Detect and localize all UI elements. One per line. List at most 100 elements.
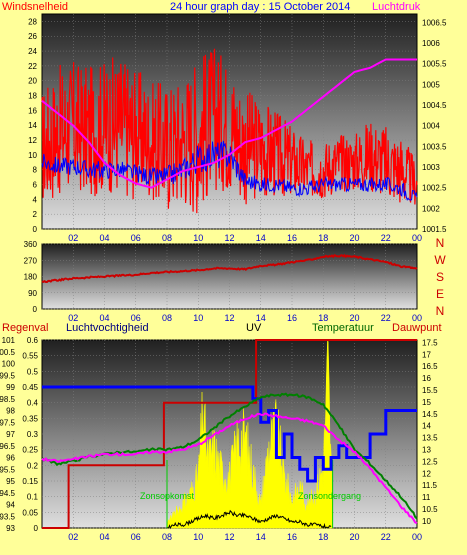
temperature-tick-label: 12 — [422, 469, 431, 478]
temperature-tick-label: 13.5 — [422, 434, 438, 443]
wind-pressure-panel: Windsnelheid 24 hour graph day : 15 Octo… — [2, 1, 447, 243]
x-tick-label: 08 — [162, 532, 172, 542]
x-tick-label: 18 — [318, 532, 328, 542]
humidity-tick-label: 93 — [6, 524, 15, 533]
x-tick-label: 00 — [412, 532, 422, 542]
temperature-axis: 10 10.5 11 11.5 12 12.5 13 13.5 14 14.5 15 15.5 16 16… — [422, 338, 438, 525]
rain-tick-label: 0.05 — [22, 508, 38, 517]
temperature-tick-label: 11 — [422, 493, 431, 502]
time-axis: 02 04 06 08 10 12 14 16 18 20 22 00 — [68, 233, 422, 243]
y-tick-label: 1006 — [422, 39, 440, 48]
dewpoint-label: Dauwpunt — [392, 322, 442, 334]
x-tick-label: 22 — [381, 532, 391, 542]
x-tick-label: 10 — [193, 313, 203, 323]
temperature-tick-label: 15 — [422, 398, 431, 407]
rain-tick-label: 0.3 — [27, 430, 39, 439]
y-tick-label: 6 — [33, 181, 38, 190]
temperature-tick-label: 16.5 — [422, 362, 438, 371]
x-tick-label: 16 — [287, 532, 297, 542]
temperature-tick-label: 12.5 — [422, 457, 438, 466]
humidity-tick-label: 94 — [6, 501, 15, 510]
series-line-windsnelheid — [41, 48, 418, 214]
rain-tick-label: 0.45 — [22, 383, 38, 392]
humidity-tick-label: 99.5 — [0, 371, 16, 380]
x-tick-label: 20 — [349, 233, 359, 243]
rain-tick-label: 0.4 — [27, 399, 39, 408]
rain-axis: 0 0.05 0.1 0.15 0.2 0.25 0.3 0.35 0.4 0.45 0.5 0.55… — [22, 336, 38, 533]
rain-label: Regenval — [2, 322, 48, 334]
rain-tick-label: 0 — [34, 524, 39, 533]
x-tick-label: 00 — [412, 233, 422, 243]
series-line-direction — [41, 253, 418, 284]
y-tick-label: 8 — [33, 166, 38, 175]
x-tick-label: 12 — [224, 233, 234, 243]
pressure-axis: 1001.5 1002 1002.5 1003 1003.5 1004 1004.5 1005… — [422, 18, 447, 234]
x-tick-label: 14 — [256, 233, 266, 243]
temperature-tick-label: 10 — [422, 517, 431, 526]
rain-tick-label: 0.35 — [22, 414, 38, 423]
humidity-tick-label: 94.5 — [0, 489, 16, 498]
x-tick-label: 14 — [256, 532, 266, 542]
time-axis: 02 04 06 08 10 12 14 16 18 20 22 00 — [68, 313, 422, 323]
uv-spike — [200, 402, 205, 528]
y-tick-label: 22 — [28, 62, 37, 71]
compass-label: N — [436, 304, 445, 318]
x-tick-label: 08 — [162, 233, 172, 243]
rain-tick-label: 0.15 — [22, 477, 38, 486]
y-tick-label: 20 — [28, 77, 37, 86]
sunset-label: Zonsondergang — [298, 491, 361, 501]
rain-tick-label: 0.5 — [27, 367, 39, 376]
y-tick-label: 1006.5 — [422, 18, 447, 27]
rain-tick-label: 0.55 — [22, 352, 38, 361]
temperature-tick-label: 14 — [422, 422, 431, 431]
humidity-tick-label: 100.5 — [0, 348, 16, 357]
rain-humidity-temp-series — [41, 339, 418, 530]
pressure-label: Luchtdruk — [372, 1, 421, 13]
temperature-tick-label: 16 — [422, 374, 431, 383]
y-tick-label: 1002.5 — [422, 184, 447, 193]
rain-humidity-temp-panel: Regenval Luchtvochtigheid UV Temperatuur… — [0, 322, 442, 542]
wind-pressure-series — [41, 48, 418, 214]
wind-speed-label: Windsnelheid — [2, 1, 68, 13]
compass-label: S — [436, 270, 444, 284]
x-tick-label: 04 — [99, 233, 109, 243]
y-tick-label: 1005.5 — [422, 60, 447, 69]
x-tick-label: 02 — [68, 233, 78, 243]
series-line-luchtdruk — [41, 58, 417, 189]
y-tick-label: 270 — [24, 256, 38, 265]
temperature-label: Temperatuur — [312, 322, 374, 334]
x-tick-label: 12 — [224, 313, 234, 323]
y-tick-label: 4 — [33, 195, 38, 204]
x-tick-label: 22 — [381, 313, 391, 323]
uv-area — [166, 340, 333, 529]
rain-tick-label: 0.1 — [27, 493, 39, 502]
temperature-tick-label: 14.5 — [422, 410, 438, 419]
y-tick-label: 180 — [24, 273, 38, 282]
x-tick-label: 18 — [318, 233, 328, 243]
y-tick-label: 18 — [28, 92, 37, 101]
x-tick-label: 12 — [224, 532, 234, 542]
humidity-tick-label: 93.5 — [0, 512, 16, 521]
compass-label: E — [436, 287, 444, 301]
uv-label: UV — [246, 322, 262, 334]
y-tick-label: 1004 — [422, 122, 440, 131]
temperature-tick-label: 15.5 — [422, 386, 438, 395]
y-tick-label: 90 — [28, 289, 37, 298]
temperature-tick-label: 11.5 — [422, 481, 438, 490]
y-tick-label: 14 — [28, 121, 37, 130]
temperature-tick-label: 10.5 — [422, 505, 438, 514]
rain-tick-label: 0.25 — [22, 446, 38, 455]
humidity-tick-label: 96 — [6, 454, 15, 463]
humidity-tick-label: 98.5 — [0, 395, 16, 404]
x-tick-label: 20 — [349, 313, 359, 323]
x-tick-label: 18 — [318, 313, 328, 323]
temperature-tick-label: 17.5 — [422, 338, 438, 347]
x-tick-label: 10 — [193, 233, 203, 243]
humidity-tick-label: 99 — [6, 383, 15, 392]
y-tick-label: 1004.5 — [422, 101, 447, 110]
y-tick-label: 2 — [33, 210, 38, 219]
rain-tick-label: 0.6 — [27, 336, 39, 345]
